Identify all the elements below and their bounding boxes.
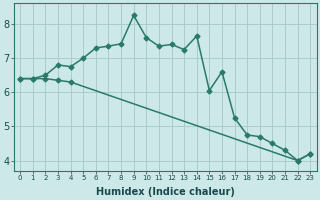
X-axis label: Humidex (Indice chaleur): Humidex (Indice chaleur) — [96, 187, 235, 197]
